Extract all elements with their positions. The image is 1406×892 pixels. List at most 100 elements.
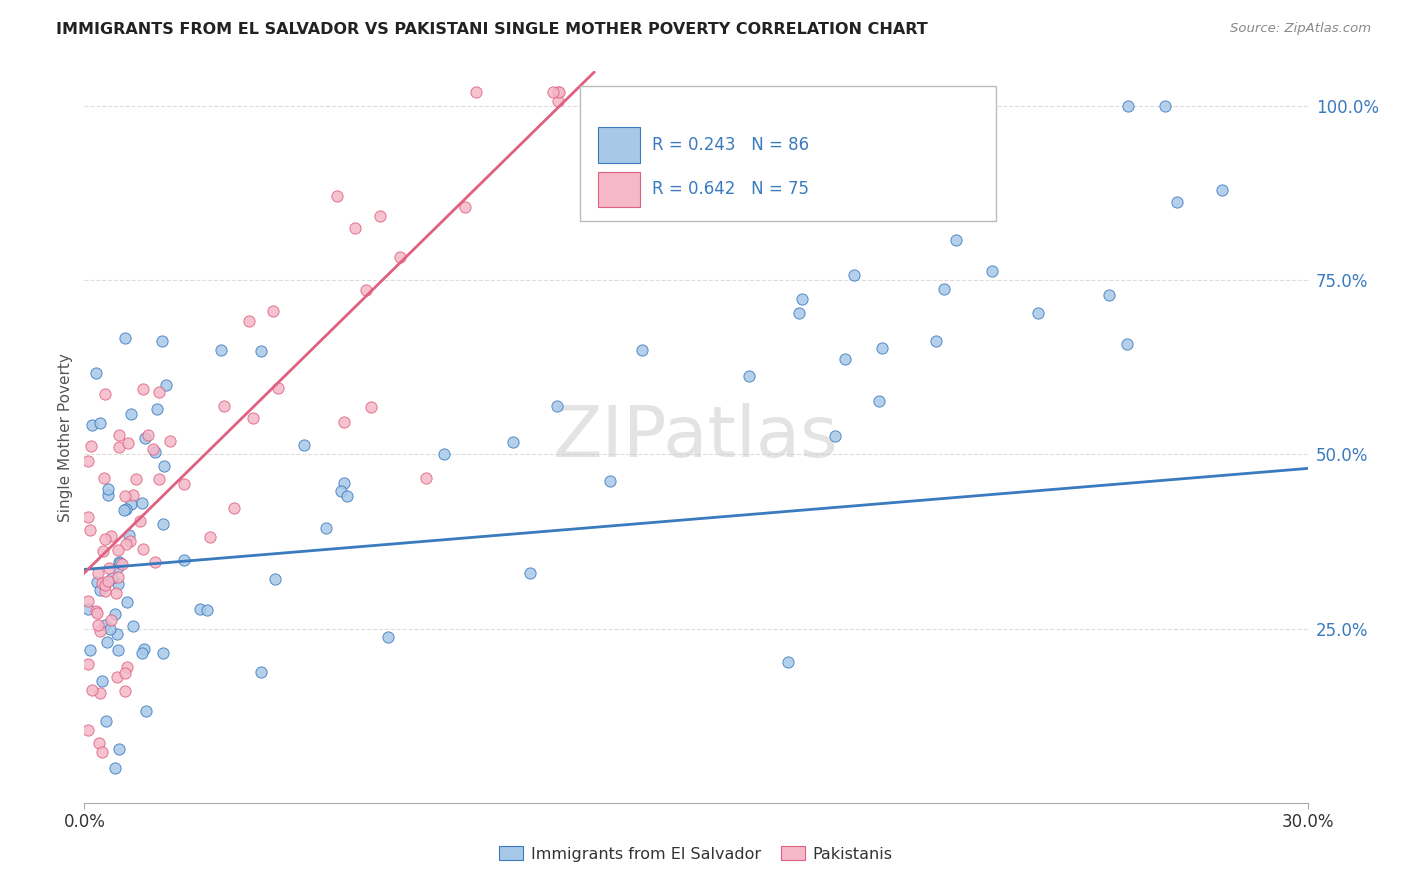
- Point: [80, 683, 103, 698]
- Point: [105, 671, 128, 685]
- Point: [100, 528, 122, 542]
- Point: [115, 595, 138, 609]
- Point: [108, 556, 131, 570]
- Point: [122, 619, 145, 633]
- Point: [107, 643, 129, 657]
- Point: [84, 366, 107, 380]
- Y-axis label: Single Mother Poverty: Single Mother Poverty: [58, 352, 73, 522]
- Point: [114, 489, 136, 503]
- Point: [155, 378, 177, 392]
- Point: [1211, 183, 1233, 197]
- Point: [949, 196, 972, 211]
- Point: [86, 617, 108, 632]
- Point: [79, 524, 101, 538]
- Point: [97, 488, 120, 502]
- Point: [96, 635, 118, 649]
- Point: [368, 209, 391, 223]
- Point: [502, 434, 524, 449]
- Point: [336, 489, 359, 503]
- Point: [138, 428, 160, 442]
- Point: [94, 617, 117, 632]
- Point: [94, 583, 117, 598]
- Point: [415, 471, 437, 485]
- Point: [1098, 288, 1121, 302]
- Point: [101, 570, 124, 584]
- Point: [94, 532, 117, 546]
- Point: [105, 626, 128, 640]
- Point: [114, 537, 136, 551]
- Point: [114, 331, 136, 345]
- Point: [173, 476, 195, 491]
- Point: [86, 606, 108, 620]
- Point: [197, 603, 219, 617]
- Point: [98, 560, 121, 574]
- Legend: Immigrants from El Salvador, Pakistanis: Immigrants from El Salvador, Pakistanis: [494, 839, 898, 868]
- Point: [198, 530, 221, 544]
- Point: [212, 400, 235, 414]
- Point: [433, 447, 456, 461]
- Point: [108, 555, 131, 569]
- Point: [89, 624, 111, 638]
- Point: [932, 282, 955, 296]
- Point: [91, 745, 114, 759]
- Point: [91, 575, 114, 590]
- Point: [122, 488, 145, 502]
- Point: [107, 570, 129, 584]
- Point: [107, 543, 129, 558]
- Point: [209, 343, 232, 357]
- Point: [146, 402, 169, 417]
- Point: [117, 659, 139, 673]
- Point: [94, 387, 117, 401]
- Point: [173, 553, 195, 567]
- Point: [150, 334, 173, 348]
- Point: [1026, 305, 1049, 319]
- Point: [262, 304, 284, 318]
- Point: [152, 646, 174, 660]
- FancyBboxPatch shape: [598, 127, 640, 162]
- Point: [454, 200, 477, 214]
- Point: [148, 472, 170, 486]
- Point: [548, 85, 571, 99]
- Point: [135, 704, 157, 718]
- Point: [152, 516, 174, 531]
- Text: R = 0.642   N = 75: R = 0.642 N = 75: [652, 180, 808, 199]
- Point: [870, 342, 893, 356]
- Point: [242, 411, 264, 425]
- Point: [332, 475, 354, 490]
- Point: [93, 471, 115, 485]
- Point: [94, 714, 117, 728]
- Point: [94, 578, 117, 592]
- Point: [89, 417, 111, 431]
- Point: [77, 602, 100, 616]
- Point: [100, 613, 122, 627]
- Point: [188, 601, 211, 615]
- Point: [925, 334, 948, 348]
- Point: [547, 94, 569, 108]
- Point: [824, 429, 846, 443]
- Point: [142, 442, 165, 456]
- Text: Source: ZipAtlas.com: Source: ZipAtlas.com: [1230, 22, 1371, 36]
- FancyBboxPatch shape: [579, 86, 995, 221]
- Point: [465, 85, 488, 99]
- Point: [120, 407, 142, 421]
- Point: [148, 384, 170, 399]
- Point: [267, 381, 290, 395]
- Point: [91, 544, 114, 558]
- Point: [84, 604, 107, 618]
- Point: [118, 527, 141, 541]
- Point: [132, 382, 155, 396]
- Point: [844, 268, 866, 282]
- Point: [117, 436, 139, 450]
- Point: [87, 736, 110, 750]
- Point: [89, 583, 111, 598]
- Point: [115, 502, 138, 516]
- Point: [98, 623, 121, 637]
- Point: [329, 484, 352, 499]
- Point: [87, 566, 110, 580]
- Point: [790, 292, 813, 306]
- Point: [107, 577, 129, 591]
- Point: [80, 439, 103, 453]
- Point: [107, 560, 129, 574]
- Point: [108, 742, 131, 756]
- Point: [945, 233, 967, 247]
